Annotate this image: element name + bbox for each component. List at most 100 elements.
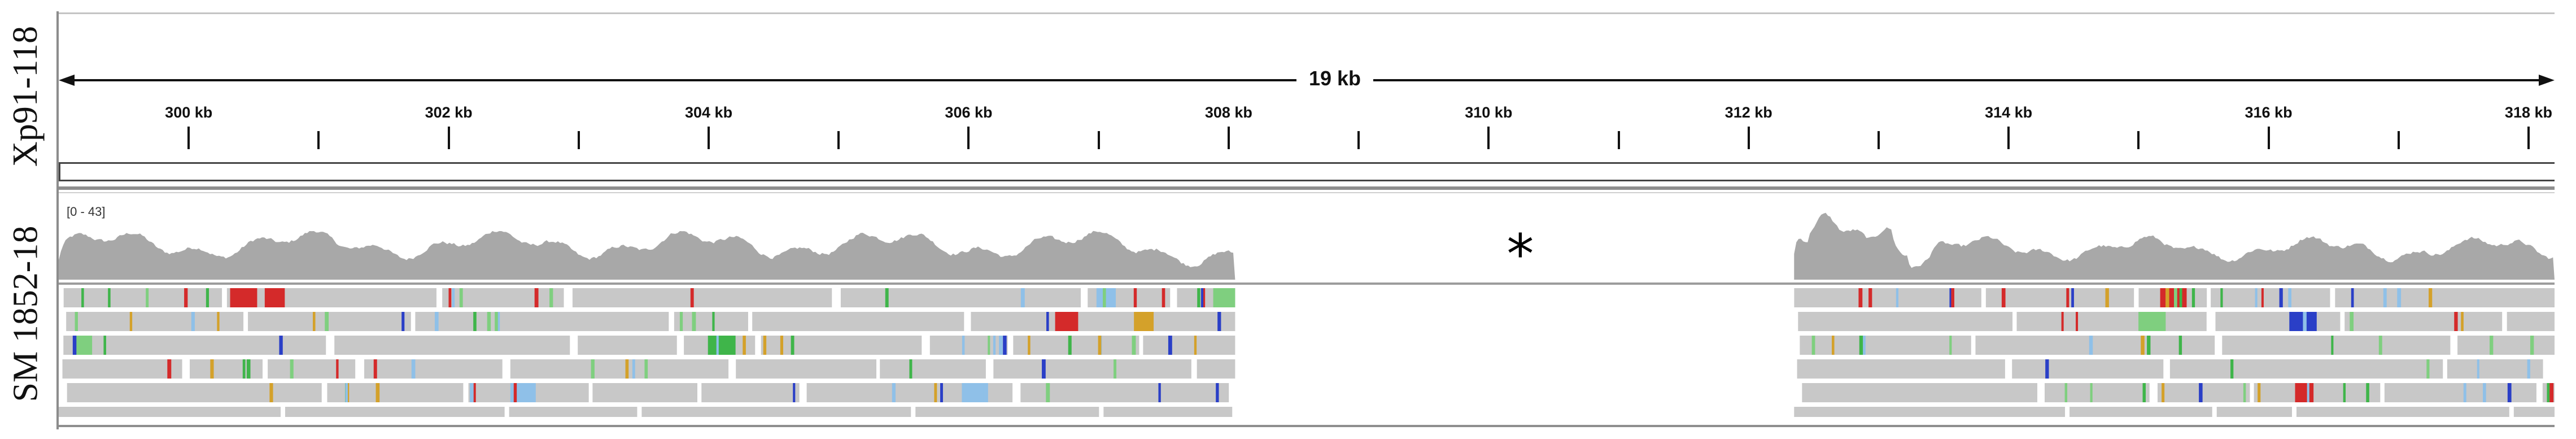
aligned-read [592,383,697,402]
aligned-read [572,288,832,307]
aligned-read [736,359,877,379]
read-mismatch [591,359,595,379]
read-mismatch [2490,336,2494,355]
read-mismatch [892,383,896,402]
read-mismatch [793,383,796,402]
read-mismatch [206,288,209,307]
minor-tick [1877,131,1880,149]
read-mismatch [2199,383,2203,402]
read-mismatch [497,312,500,331]
coverage-track[interactable]: [0 - 43] * [59,198,2555,282]
read-mismatch [1213,288,1235,307]
read-mismatch [690,288,694,307]
aligned-read [59,407,281,417]
read-mismatch [1055,312,1079,331]
reads-track-sample-label: SM 1852-18 [0,195,52,432]
panel-left-border [56,11,59,429]
aligned-read [1794,407,2066,417]
aligned-read [2384,383,2536,402]
aligned-read [641,407,911,417]
read-mismatch [1168,336,1172,355]
aligned-read [509,407,638,417]
read-mismatch [780,336,784,355]
bottom-border [59,425,2555,427]
read-mismatch [373,359,377,379]
aligned-read [2157,383,2250,402]
major-tick [2007,127,2010,149]
read-mismatch [2547,383,2550,402]
read-mismatch [712,312,715,331]
read-mismatch [2303,312,2307,331]
read-mismatch [434,312,439,331]
minor-tick [1617,131,1620,149]
aligned-read [1103,407,1233,417]
read-mismatch [184,288,188,307]
alignment-reads [59,288,2555,417]
aligned-read [66,312,244,331]
minor-tick [1357,131,1360,149]
aligned-read [1143,336,1235,355]
aligned-read [1800,336,1971,355]
aligned-read [63,336,326,355]
major-tick [1747,127,1750,149]
read-mismatch [644,359,648,379]
read-mismatch [2307,383,2309,402]
read-mismatch [103,336,106,355]
read-mismatch [1132,336,1136,355]
read-mismatch [2071,288,2074,307]
read-mismatch [1068,336,1072,355]
aligned-read [2222,336,2451,355]
alignment-reads-track[interactable] [59,286,2555,424]
coverage-gap-marker: * [1507,223,1534,286]
ruler-top-border [59,12,2555,14]
read-mismatch [72,336,77,355]
read-mismatch [210,359,214,379]
read-mismatch [129,312,133,331]
aligned-read [334,336,570,355]
read-mismatch [1868,288,1872,307]
read-mismatch [625,359,629,379]
read-mismatch [2549,383,2554,402]
read-mismatch [312,312,316,331]
read-mismatch [487,312,491,331]
read-mismatch [2141,336,2145,355]
read-mismatch [934,383,937,402]
tick-label: 310 kb [1465,104,1513,121]
sample-label-sm-1852-18: SM 1852-18 [6,225,45,402]
read-mismatch [217,312,220,331]
read-mismatch [993,336,996,355]
read-mismatch [962,336,965,355]
read-mismatch [513,383,517,402]
read-mismatch [2230,359,2234,379]
read-mismatch [1096,288,1116,307]
ruler-panel[interactable]: 19 kb 300 kb 302 kb 304 kb 306 kb 308 kb 310 … [59,12,2555,181]
aligned-read [415,312,669,331]
coverage-range-label: [0 - 43] [67,205,106,219]
read-mismatch [325,312,329,331]
read-mismatch [336,359,339,379]
read-mismatch [1028,336,1031,355]
read-mismatch [2261,288,2264,307]
read-mismatch [2255,288,2258,307]
read-mismatch [470,383,474,402]
read-mismatch [345,383,348,402]
read-mismatch [81,288,84,307]
read-mismatch [679,312,683,331]
read-mismatch [2258,383,2261,402]
read-mismatch [2461,312,2464,331]
read-mismatch [2366,383,2369,402]
read-mismatch [2162,383,2165,402]
tick-label: 308 kb [1204,104,1252,121]
read-mismatch [2483,383,2486,402]
read-mismatch [763,336,767,355]
read-mismatch [1949,336,1952,355]
aligned-read [2296,407,2509,417]
tick-label: 318 kb [2504,104,2552,121]
span-arrow-right-head [2539,75,2555,86]
aligned-read [1797,359,2005,379]
read-mismatch [75,336,93,355]
aligned-read [1802,383,2038,402]
read-mismatch [191,312,195,331]
aligned-read [2344,312,2503,331]
read-mismatch [2138,312,2166,331]
